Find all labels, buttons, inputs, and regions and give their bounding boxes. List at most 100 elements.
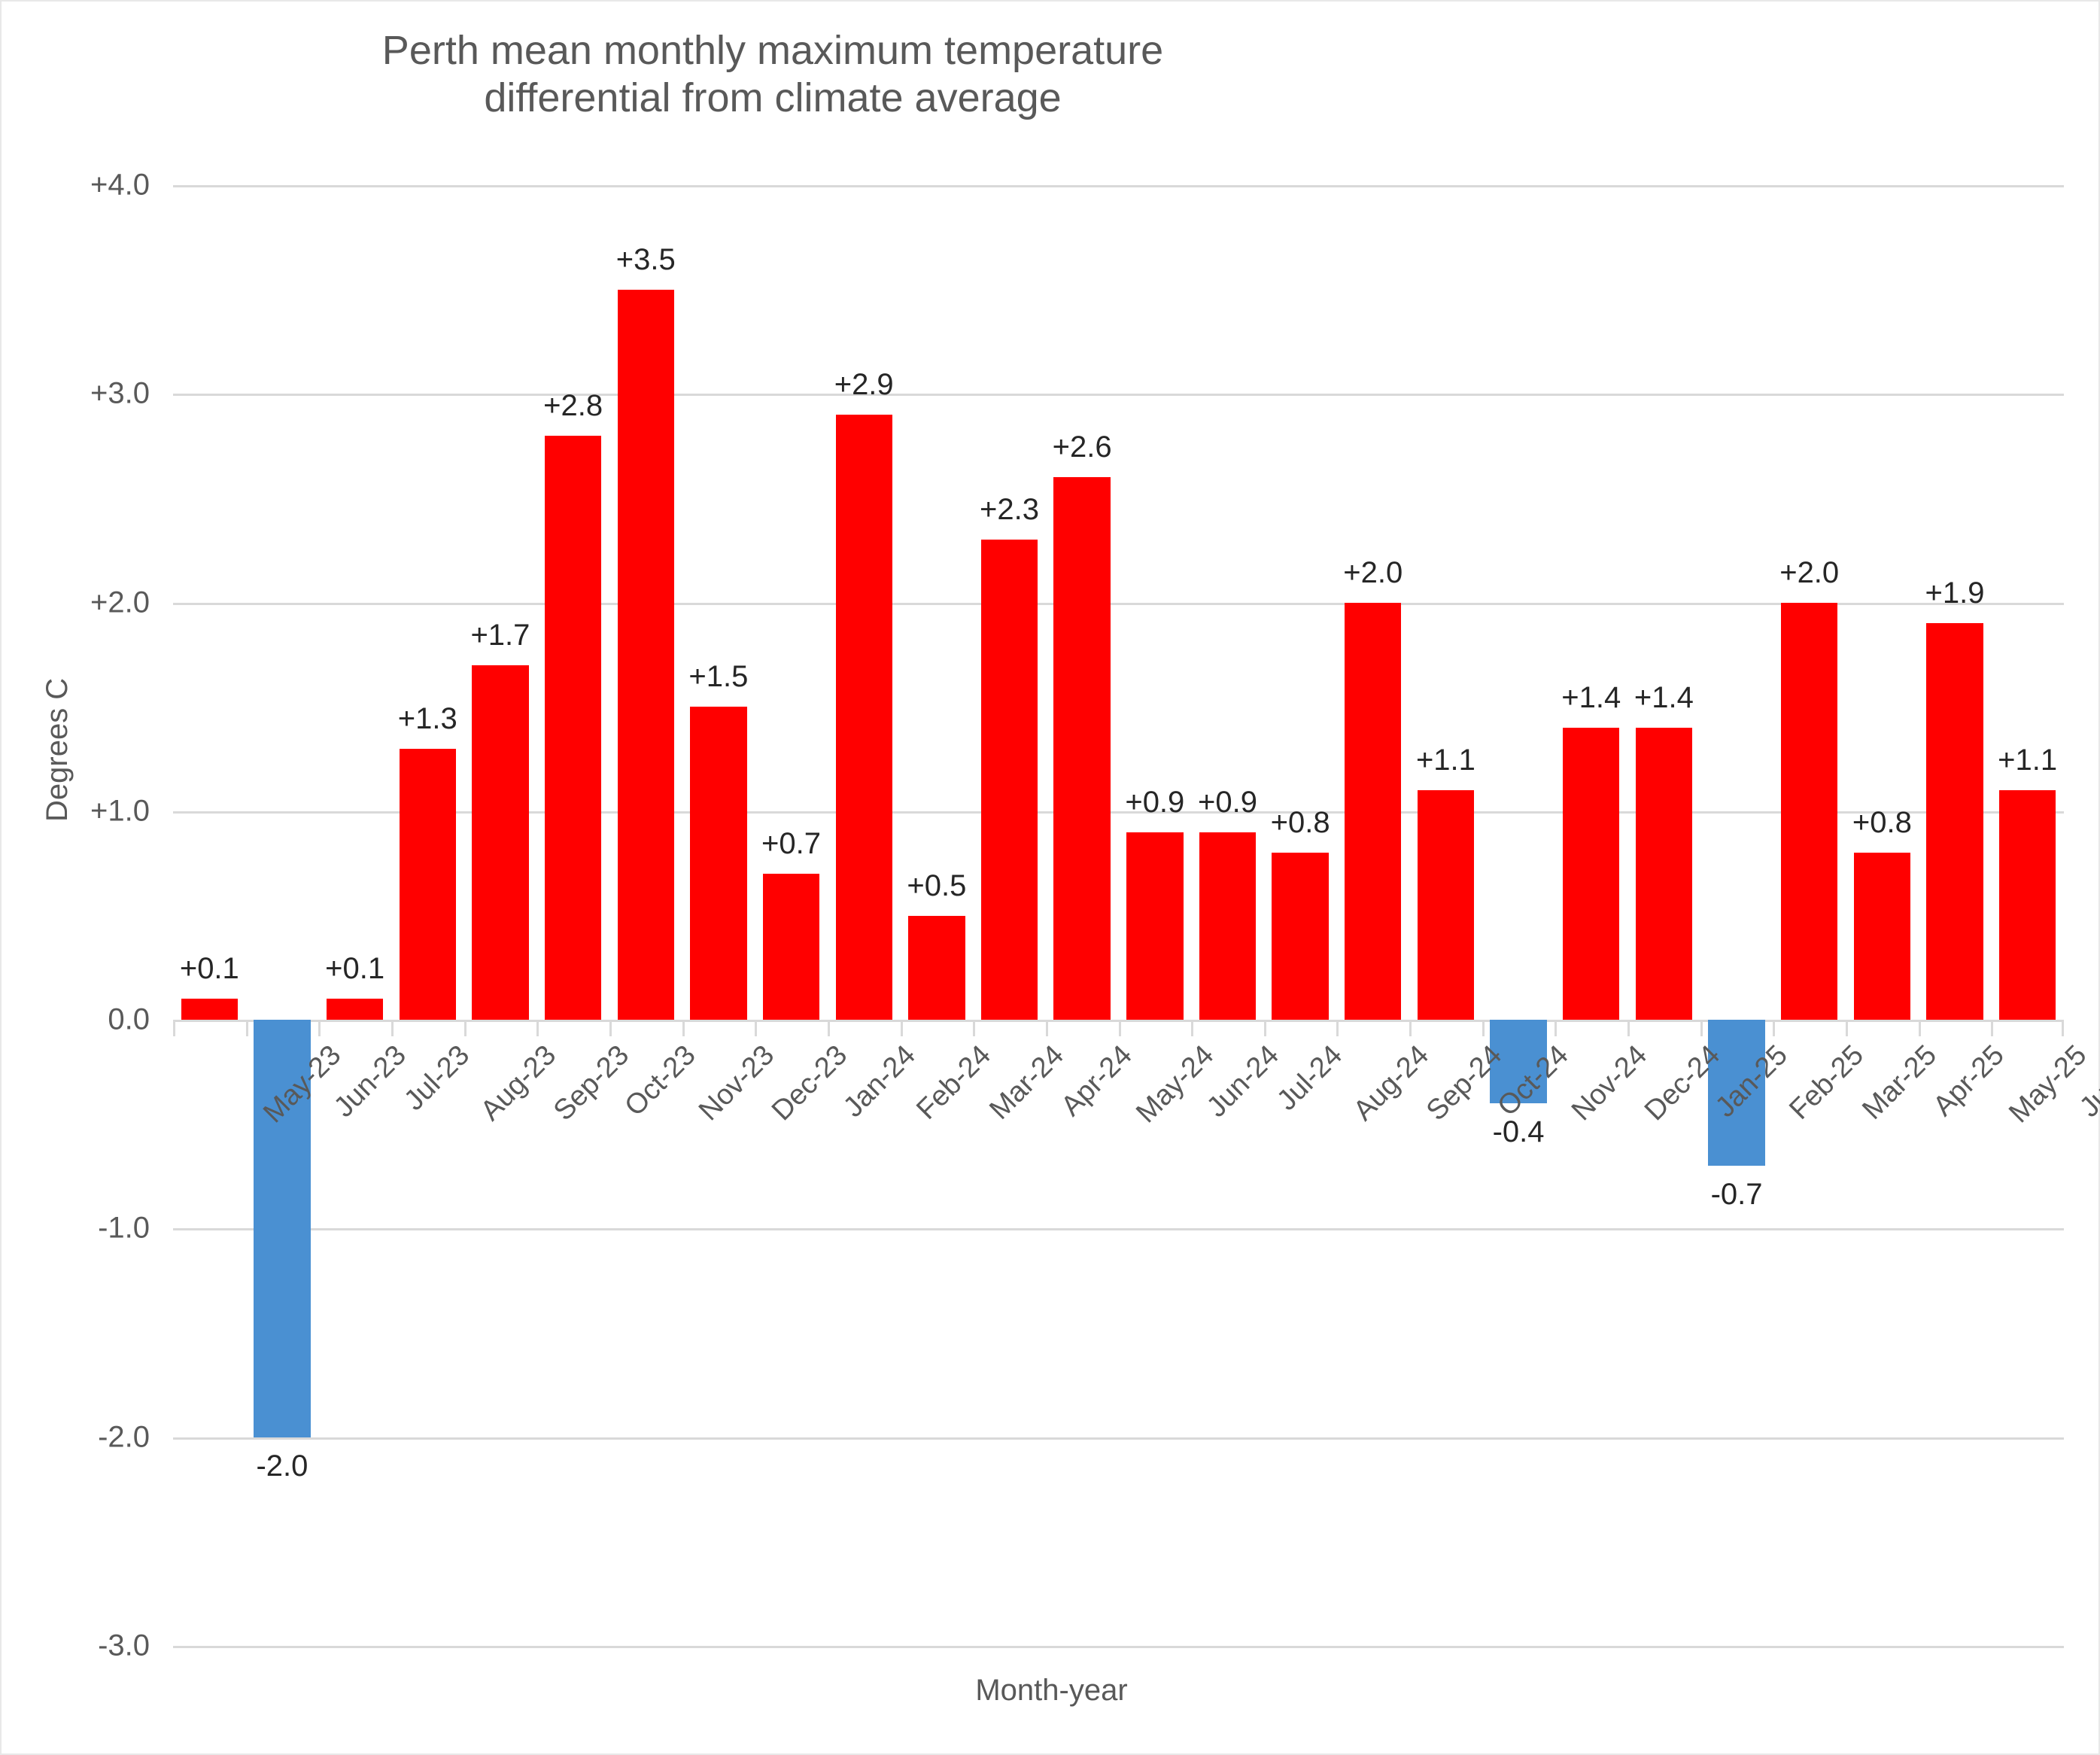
gridline <box>173 1646 2064 1648</box>
bar-value-label: +3.5 <box>615 242 676 276</box>
x-axis-tick <box>609 1020 612 1037</box>
y-axis-tick-label: +2.0 <box>90 586 150 619</box>
x-axis-tick <box>1991 1020 1994 1037</box>
bar[interactable] <box>1126 832 1184 1020</box>
bar[interactable] <box>1781 602 1838 1020</box>
bar-slot[interactable]: -0.4 <box>1482 185 1555 1646</box>
bar-value-label: +1.9 <box>1925 576 1985 610</box>
bar-slot[interactable]: +1.3 <box>391 185 464 1646</box>
bar[interactable] <box>1926 623 1983 1020</box>
bar-slot[interactable]: +0.8 <box>1264 185 1337 1646</box>
bar-slot[interactable]: +1.4 <box>1554 185 1627 1646</box>
bar-slot[interactable]: +2.8 <box>536 185 609 1646</box>
x-axis-tick <box>1554 1020 1558 1037</box>
x-axis-tick <box>1918 1020 1921 1037</box>
bar[interactable] <box>1199 832 1257 1020</box>
bar-value-label: +0.8 <box>1270 806 1330 840</box>
bar[interactable] <box>1708 1020 1765 1166</box>
bar-series: +0.1 -2.0 +0.1 +1.3 +1.7 +2.8 +3.5 +1.5 +0.7 +2.9… <box>173 185 2064 1646</box>
bar-slot[interactable]: +0.1 <box>173 185 246 1646</box>
bar[interactable] <box>1272 853 1329 1020</box>
bar-value-label: +2.9 <box>834 368 894 401</box>
bar-value-label: +1.4 <box>1561 680 1621 714</box>
bar-value-label: +0.9 <box>1125 785 1185 819</box>
bar[interactable] <box>472 665 529 1020</box>
x-axis-tick <box>1191 1020 1194 1037</box>
x-axis-tick <box>2062 1020 2064 1037</box>
bar-value-label: -2.0 <box>256 1449 308 1483</box>
bar[interactable] <box>1345 602 1402 1020</box>
bar-slot[interactable]: +0.5 <box>901 185 974 1646</box>
bar[interactable] <box>1853 853 1911 1020</box>
bar-slot[interactable]: +2.3 <box>973 185 1046 1646</box>
bar-value-label: +1.1 <box>1998 744 2058 777</box>
bar-slot[interactable]: +1.5 <box>682 185 755 1646</box>
bar-value-label: +0.5 <box>907 868 967 902</box>
bar[interactable] <box>617 289 674 1020</box>
bar[interactable] <box>326 999 384 1020</box>
x-axis-tick <box>245 1020 248 1037</box>
bar[interactable] <box>980 540 1038 1020</box>
bar-slot[interactable]: +1.4 <box>1627 185 1700 1646</box>
bar[interactable] <box>1563 727 1620 1020</box>
bar-slot[interactable]: -2.0 <box>246 185 319 1646</box>
bar-value-label: +2.6 <box>1052 430 1112 464</box>
bar[interactable] <box>1417 790 1475 1020</box>
bar-value-label: -0.7 <box>1710 1178 1763 1212</box>
x-axis-tick <box>1118 1020 1121 1037</box>
bar-value-label: +0.1 <box>179 952 239 986</box>
x-axis-tick <box>973 1020 976 1037</box>
x-axis-tick <box>391 1020 394 1037</box>
x-axis-tick <box>1482 1020 1485 1037</box>
bar-value-label: -0.4 <box>1492 1115 1545 1149</box>
gridline <box>173 394 2064 397</box>
bar[interactable] <box>835 415 892 1020</box>
x-axis-tick <box>1336 1020 1339 1037</box>
x-axis-tick <box>755 1020 758 1037</box>
bar[interactable] <box>254 1020 311 1437</box>
bar[interactable] <box>1490 1020 1547 1104</box>
bar[interactable] <box>762 874 820 1020</box>
bar-value-label: +0.7 <box>761 827 822 861</box>
bar[interactable] <box>399 748 456 1020</box>
bar-value-label: +0.8 <box>1852 806 1912 840</box>
bar-slot[interactable]: +2.6 <box>1046 185 1119 1646</box>
bar-slot[interactable]: +0.9 <box>1191 185 1264 1646</box>
gridline <box>173 1228 2064 1231</box>
x-axis-tick <box>1846 1020 1849 1037</box>
x-axis-tick <box>173 1020 175 1037</box>
bar[interactable] <box>1635 727 1693 1020</box>
bar-slot[interactable]: +2.0 <box>1336 185 1409 1646</box>
bar-value-label: +0.1 <box>325 952 385 986</box>
bar[interactable] <box>690 707 747 1020</box>
bar-slot[interactable]: +1.1 <box>1409 185 1482 1646</box>
bar-slot[interactable]: +0.8 <box>1846 185 1919 1646</box>
bar[interactable] <box>181 999 238 1020</box>
bar-slot[interactable]: +1.1 <box>1991 185 2064 1646</box>
bar-slot[interactable]: +0.7 <box>755 185 828 1646</box>
bar-slot[interactable]: +3.5 <box>609 185 682 1646</box>
bar-value-label: +2.0 <box>1343 555 1403 589</box>
bar-slot[interactable]: -0.7 <box>1700 185 1773 1646</box>
gridline <box>173 1437 2064 1440</box>
y-axis-tick-label: -3.0 <box>98 1629 150 1662</box>
bar-slot[interactable]: +0.1 <box>318 185 391 1646</box>
bar[interactable] <box>1998 790 2056 1020</box>
x-axis-tick <box>1409 1020 1412 1037</box>
bar-slot[interactable]: +2.9 <box>828 185 901 1646</box>
plot-area: +4.0 +3.0 +2.0 +1.0 0.0 -1.0 -2.0 -3.0 +0.1 -2.0… <box>90 169 2100 1662</box>
bar-value-label: +1.4 <box>1634 680 1694 714</box>
bar[interactable] <box>908 915 965 1020</box>
bar-slot[interactable]: +1.7 <box>464 185 537 1646</box>
bar-slot[interactable]: +2.0 <box>1773 185 1846 1646</box>
bar-slot[interactable]: +1.9 <box>1919 185 1992 1646</box>
bar-value-label: +2.3 <box>980 493 1039 527</box>
x-axis-tick <box>900 1020 903 1037</box>
bar-value-label: +1.7 <box>470 618 530 652</box>
y-axis-tick-label: +4.0 <box>90 168 150 202</box>
bar[interactable] <box>1053 477 1111 1020</box>
gridline <box>173 602 2064 605</box>
bar-slot[interactable]: +0.9 <box>1119 185 1192 1646</box>
bar[interactable] <box>544 435 602 1020</box>
